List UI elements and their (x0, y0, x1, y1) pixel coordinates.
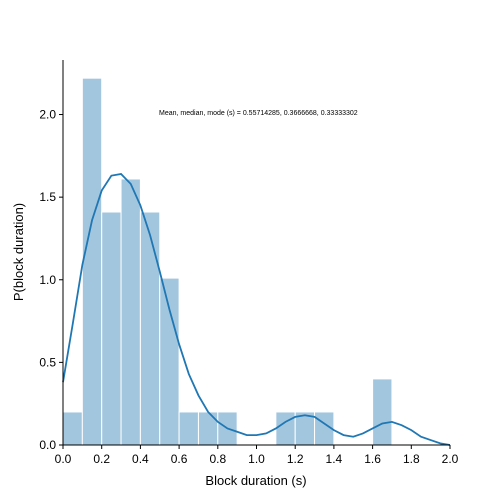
y-axis-label: P(block duration) (11, 203, 26, 301)
histogram-bar (275, 411, 296, 446)
x-tick-label: 1.2 (287, 452, 304, 466)
histogram-bar (178, 411, 199, 446)
x-tick-label: 2.0 (442, 452, 459, 466)
x-ticks: 0.0 0.2 0.4 0.6 0.8 1.0 1.2 1.4 1.6 1.8 2.0 (55, 445, 459, 466)
histogram-bar (372, 378, 393, 446)
x-axis-label: Block duration (s) (205, 473, 306, 488)
x-tick-label: 1.4 (326, 452, 343, 466)
x-tick-label: 1.8 (403, 452, 420, 466)
histogram-bar (139, 211, 161, 446)
x-tick-label: 0.8 (209, 452, 226, 466)
x-tick-label: 1.6 (364, 452, 381, 466)
y-tick-label: 2.0 (39, 108, 56, 122)
x-tick-label: 0.2 (93, 452, 110, 466)
histogram-bar (101, 211, 122, 446)
histogram-bar (81, 77, 103, 446)
y-tick-label: 0.5 (39, 355, 56, 369)
x-tick-label: 0.6 (171, 452, 188, 466)
y-tick-label: 0.0 (39, 438, 56, 452)
kde-curve (62, 173, 451, 446)
y-tick-label: 1.5 (39, 190, 56, 204)
histogram-bars (62, 77, 393, 446)
x-tick-label: 0.4 (132, 452, 149, 466)
histogram-bar (120, 178, 141, 446)
histogram-bar (62, 411, 83, 446)
x-tick-label: 1.0 (248, 452, 265, 466)
y-tick-label: 1.0 (39, 273, 56, 287)
stats-annotation: Mean, median, mode (s) = 0.55714285, 0.3… (159, 110, 358, 117)
histogram-bar (159, 277, 180, 446)
histogram-bar (197, 411, 219, 446)
y-ticks: 0.0 0.5 1.0 1.5 2.0 (39, 108, 63, 452)
x-tick-label: 0.0 (55, 452, 72, 466)
